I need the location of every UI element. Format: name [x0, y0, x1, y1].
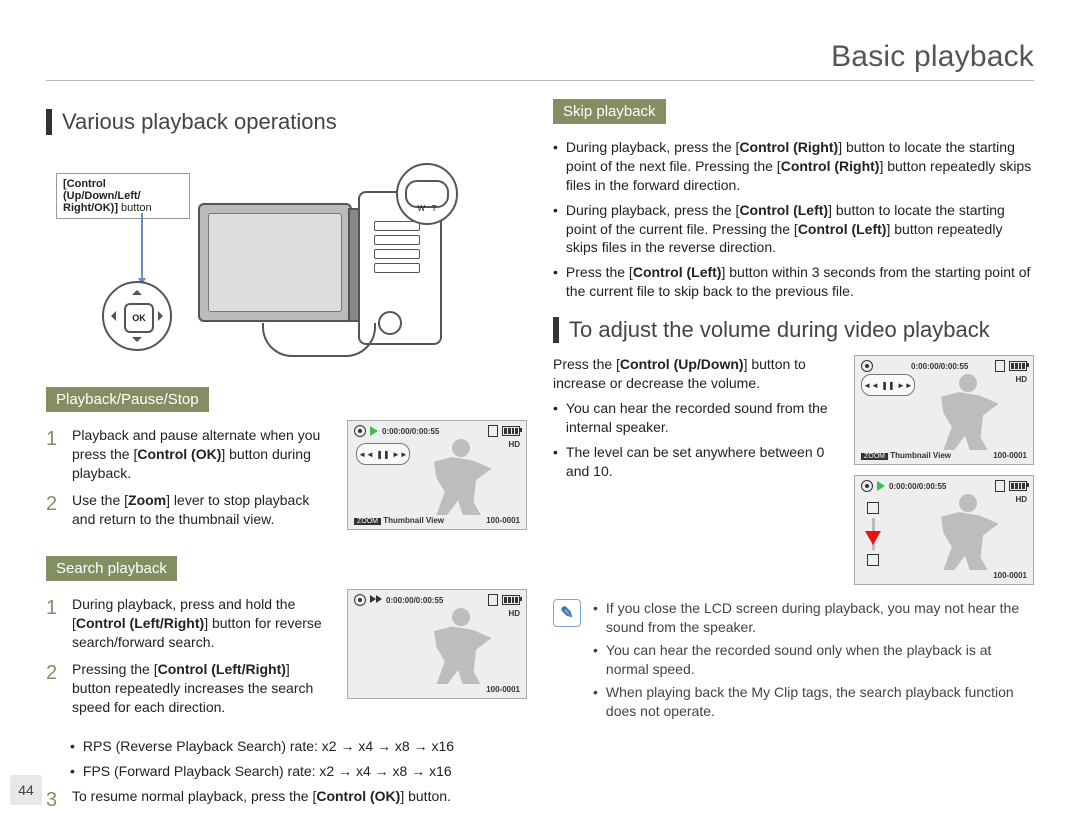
right-column: Skip playback During playback, press the… — [553, 99, 1034, 822]
record-mode-icon — [861, 480, 873, 492]
record-mode-icon — [354, 425, 366, 437]
pill-search-playback: Search playback — [46, 556, 177, 581]
steps-search: 1During playback, press and hold the [Co… — [46, 595, 331, 724]
sd-card-icon — [488, 594, 498, 606]
section-bar — [553, 317, 559, 343]
ok-button-icon: OK — [124, 303, 154, 333]
section-bar — [46, 109, 52, 135]
record-mode-icon — [354, 594, 366, 606]
pill-playback-pause-stop: Playback/Pause/Stop — [46, 387, 209, 412]
note-text: If you close the LCD screen during playb… — [606, 599, 1034, 637]
callout-control-button: [Control (Up/Down/Left/Right/OK)] button — [56, 173, 190, 219]
sd-card-icon — [995, 480, 1005, 492]
steps-playback: 1Playback and pause alternate when you p… — [46, 426, 331, 536]
dpad-icon: OK — [102, 281, 172, 351]
note-block: ✎ If you close the LCD screen during pla… — [553, 599, 1034, 724]
section-title: To adjust the volume during video playba… — [569, 317, 990, 343]
hd-badge: HD — [1015, 375, 1027, 384]
hd-badge: HD — [1015, 495, 1027, 504]
strap-icon — [262, 323, 376, 357]
thumbnail-label: Thumbnail View — [383, 516, 444, 525]
step-text: Use the [Zoom] lever to stop playback an… — [72, 491, 331, 529]
note-text: You can hear the recorded sound only whe… — [606, 641, 1034, 679]
volume-bullets: You can hear the recorded sound from the… — [553, 399, 838, 481]
search-rates: RPS (Reverse Playback Search) rate: x2 →… — [70, 737, 527, 781]
pill-skip-playback: Skip playback — [553, 99, 666, 124]
screen-preview-search: 0:00:00/0:00:55 HD 100-0001 — [347, 589, 527, 699]
timecode: 0:00:00/0:00:55 — [382, 427, 439, 436]
volume-slider-icon — [863, 502, 883, 566]
section-volume: To adjust the volume during video playba… — [553, 317, 990, 343]
right-arrow-icon — [158, 311, 168, 321]
battery-icon — [1009, 481, 1027, 491]
record-button-icon — [378, 311, 402, 335]
clip-id: 100-0001 — [486, 516, 520, 525]
bullet-text: The level can be set anywhere between 0 … — [566, 443, 838, 481]
bullet-text: You can hear the recorded sound from the… — [566, 399, 838, 437]
battery-icon — [502, 595, 520, 605]
record-mode-icon — [861, 360, 873, 372]
volume-track-icon — [872, 518, 875, 550]
battery-icon — [1009, 361, 1027, 371]
step-text: During playback, press and hold the [Con… — [72, 595, 331, 652]
left-column: Various playback operations [Control (Up… — [46, 99, 527, 822]
page-header: Basic playback — [46, 40, 1034, 81]
clip-id: 100-0001 — [993, 571, 1027, 580]
sd-card-icon — [488, 425, 498, 437]
hd-badge: HD — [508, 440, 520, 449]
volume-intro: Press the [Control (Up/Down)] button to … — [553, 355, 838, 393]
steps-resume: 3To resume normal playback, press the [C… — [46, 787, 527, 814]
callout-leader-line — [141, 213, 143, 283]
thumbnail-label: Thumbnail View — [890, 451, 951, 460]
clip-id: 100-0001 — [993, 451, 1027, 460]
transport-controls-icon: ◄◄❚❚►► — [861, 374, 915, 396]
zoom-tag: ZOOM — [861, 453, 888, 460]
bullet-text: Press the [Control (Left)] button within… — [566, 263, 1034, 301]
up-arrow-icon — [132, 285, 142, 295]
skip-bullets: During playback, press the [Control (Rig… — [553, 138, 1034, 301]
lcd-screen-icon — [198, 203, 352, 322]
camcorder-illustration: [Control (Up/Down/Left/Right/OK)] button… — [46, 153, 456, 373]
page-number: 44 — [10, 775, 42, 805]
silhouette-icon — [428, 439, 498, 517]
silhouette-icon — [935, 374, 1005, 452]
silhouette-icon — [428, 608, 498, 686]
screen-preview-volume-2: 0:00:00/0:00:55 HD 100-0001 — [854, 475, 1034, 585]
section-various-ops: Various playback operations — [46, 109, 337, 135]
step-text: To resume normal playback, press the [Co… — [72, 787, 451, 814]
zoom-lever-icon: W T — [396, 163, 458, 225]
rate-text: RPS (Reverse Playback Search) rate: x2 →… — [83, 737, 454, 756]
down-arrow-icon — [132, 337, 142, 347]
camera-body-icon: W T — [198, 183, 438, 353]
play-icon — [877, 481, 885, 491]
play-icon — [370, 426, 378, 436]
hd-badge: HD — [508, 609, 520, 618]
bullet-text: During playback, press the [Control (Rig… — [566, 138, 1034, 195]
speaker-mute-icon — [867, 554, 879, 566]
zoom-tag: ZOOM — [354, 518, 381, 525]
screen-preview-play: 0:00:00/0:00:55 HD ◄◄❚❚►► ZOOM Thumbnail… — [347, 420, 527, 530]
speaker-icon — [867, 502, 879, 514]
timecode: 0:00:00/0:00:55 — [889, 482, 946, 491]
timecode: 0:00:00/0:00:55 — [386, 596, 443, 605]
battery-icon — [502, 426, 520, 436]
transport-controls-icon: ◄◄❚❚►► — [356, 443, 410, 465]
step-text: Playback and pause alternate when you pr… — [72, 426, 331, 483]
page-title: Basic playback — [46, 40, 1034, 74]
note-icon: ✎ — [553, 599, 581, 627]
screen-preview-volume-1: 0:00:00/0:00:55 HD ◄◄❚❚►► ZOOM Thumbnail… — [854, 355, 1034, 465]
fast-forward-icon — [370, 595, 382, 605]
ports-icon — [368, 217, 426, 307]
section-title: Various playback operations — [62, 109, 337, 135]
clip-id: 100-0001 — [486, 685, 520, 694]
step-text: Pressing the [Control (Left/Right)] butt… — [72, 660, 331, 717]
bullet-text: During playback, press the [Control (Lef… — [566, 201, 1034, 258]
note-text: When playing back the My Clip tags, the … — [606, 683, 1034, 721]
timecode: 0:00:00/0:00:55 — [911, 362, 968, 371]
left-arrow-icon — [106, 311, 116, 321]
silhouette-icon — [935, 494, 1005, 572]
sd-card-icon — [995, 360, 1005, 372]
rate-text: FPS (Forward Playback Search) rate: x2 →… — [83, 762, 452, 781]
